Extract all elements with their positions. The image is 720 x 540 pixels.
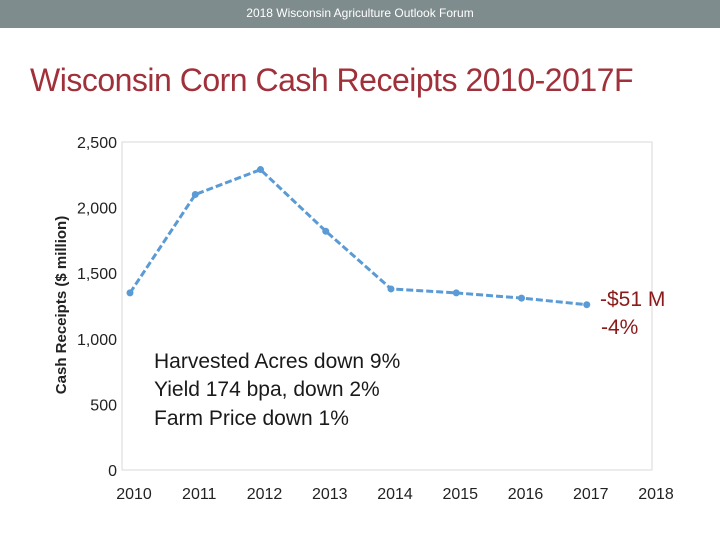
annotation-price: Farm Price down 1%	[154, 407, 349, 430]
x-tick-label: 2016	[508, 486, 544, 503]
data-point	[191, 190, 199, 198]
y-tick-label: 2,000	[77, 201, 117, 218]
x-tick-label: 2011	[182, 486, 217, 503]
data-point	[126, 289, 134, 297]
slide-title: Wisconsin Corn Cash Receipts 2010-2017F	[30, 62, 634, 98]
y-tick-label: 1,000	[77, 332, 117, 349]
data-point	[452, 289, 460, 297]
callout-amount: -$51 M	[600, 288, 665, 311]
data-point	[322, 227, 330, 235]
y-tick-label: 1,500	[77, 266, 117, 283]
header-text: 2018 Wisconsin Agriculture Outlook Forum	[246, 6, 474, 20]
series-group	[126, 166, 591, 309]
x-tick-label: 2010	[116, 486, 152, 503]
x-tick-label: 2012	[247, 486, 283, 503]
x-tick-label: 2018	[638, 486, 674, 503]
data-point	[257, 166, 264, 174]
data-point	[583, 301, 591, 309]
plot-area-border	[121, 141, 653, 471]
y-tick-label: 2,500	[77, 135, 117, 152]
y-tick-label: 500	[90, 397, 117, 414]
x-tick-label: 2017	[573, 486, 609, 503]
y-axis-label: Cash Receipts ($ million)	[53, 216, 70, 394]
x-tick-label: 2015	[442, 486, 478, 503]
annotation-acres: Harvested Acres down 9%	[154, 350, 400, 373]
x-tick-label: 2013	[312, 486, 348, 503]
callout-percent: -4%	[601, 316, 638, 339]
data-point	[518, 294, 525, 302]
x-axis-tick-labels: 2010 2011 2012 2013 2014 2015 2016 2017 2018	[116, 486, 674, 503]
x-tick-label: 2014	[377, 486, 413, 503]
header-bar	[0, 0, 720, 28]
annotation-yield: Yield 174 bpa, down 2%	[154, 378, 380, 401]
y-tick-label: 0	[108, 463, 117, 480]
data-point	[387, 285, 395, 293]
y-axis-tick-labels: 0 500 1,000 1,500 2,000 2,500	[77, 135, 117, 480]
series-line	[128, 167, 587, 307]
